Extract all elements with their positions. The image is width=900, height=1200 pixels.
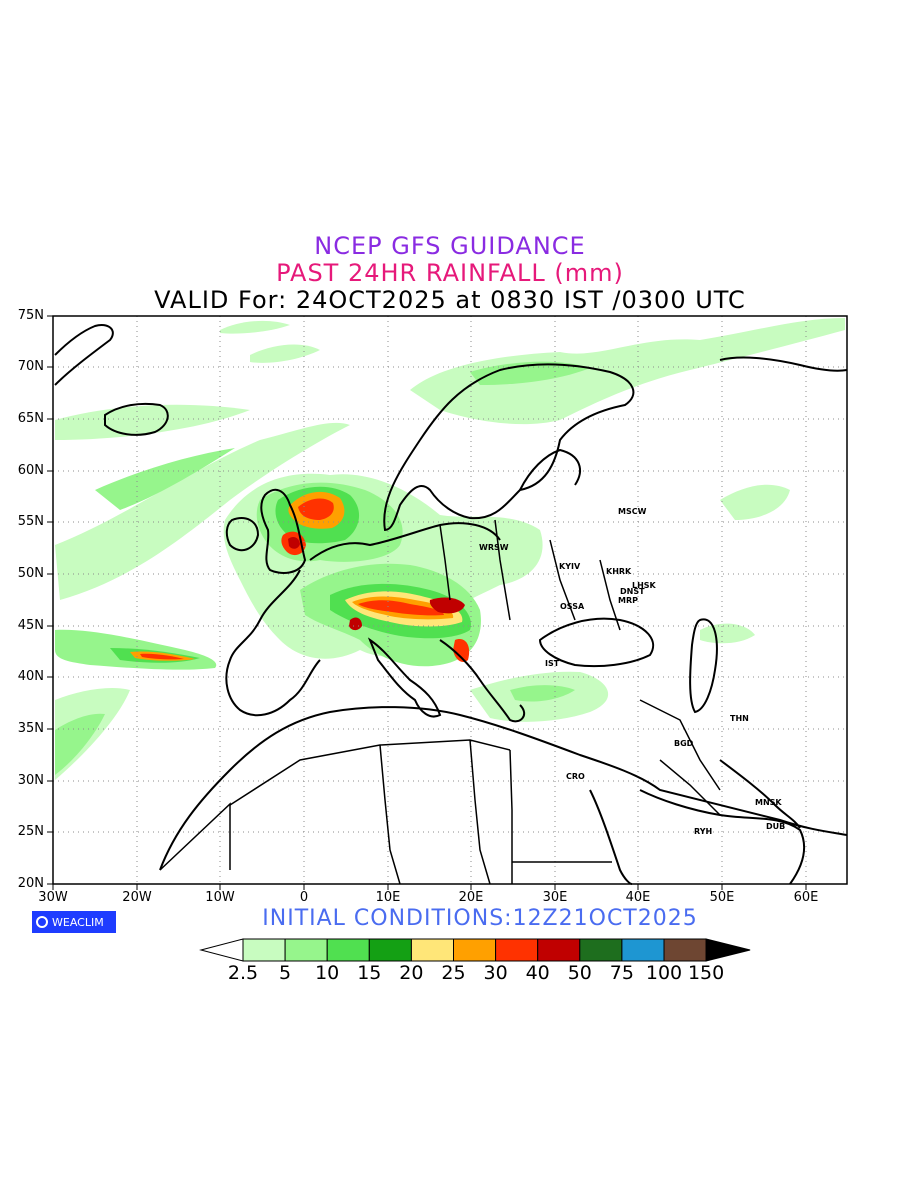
lon-label-10e: 10E bbox=[375, 890, 401, 905]
title-variable: PAST 24HR RAINFALL (mm) bbox=[276, 259, 624, 287]
legend-label: 10 bbox=[315, 962, 340, 984]
borders bbox=[159, 519, 721, 885]
lat-label-50n: 50N bbox=[17, 566, 44, 581]
lat-label-35n: 35N bbox=[17, 721, 44, 736]
city-label: IST bbox=[545, 659, 560, 668]
lon-label-50e: 50E bbox=[709, 890, 735, 905]
lon-label-60e: 60E bbox=[793, 890, 819, 905]
lat-label-70n: 70N bbox=[17, 359, 44, 374]
map-frame bbox=[52, 315, 848, 885]
lon-label-30e: 30E bbox=[542, 890, 568, 905]
copyright-icon bbox=[36, 916, 48, 928]
legend-label: 75 bbox=[609, 962, 634, 984]
legend-label: 20 bbox=[399, 962, 424, 984]
lon-label-30w: 30W bbox=[38, 890, 68, 905]
axis-ticks bbox=[47, 315, 807, 890]
lon-label-20w: 20W bbox=[122, 890, 152, 905]
coastlines bbox=[54, 324, 848, 885]
legend-label: 2.5 bbox=[227, 962, 259, 984]
lat-label-55n: 55N bbox=[17, 514, 44, 529]
city-label: MRP bbox=[618, 596, 638, 605]
legend-label: 15 bbox=[357, 962, 382, 984]
city-label: THN bbox=[730, 714, 749, 723]
city-label: BGD bbox=[674, 739, 694, 748]
legend-label: 150 bbox=[687, 962, 725, 984]
legend-label: 50 bbox=[567, 962, 592, 984]
legend-label: 5 bbox=[279, 962, 292, 984]
lat-label-65n: 65N bbox=[17, 411, 44, 426]
lon-label-20e: 20E bbox=[458, 890, 484, 905]
city-label: CRO bbox=[566, 772, 585, 781]
rainfall-shading bbox=[55, 318, 845, 780]
city-label: DUB bbox=[766, 822, 786, 831]
title-valid-time: VALID For: 24OCT2025 at 0830 IST /0300 U… bbox=[154, 286, 746, 314]
legend-label: 100 bbox=[645, 962, 683, 984]
city-label: OSSA bbox=[560, 602, 585, 611]
lon-label-40e: 40E bbox=[625, 890, 651, 905]
lat-label-60n: 60N bbox=[17, 463, 44, 478]
lon-label-0: 0 bbox=[299, 890, 309, 905]
legend-label: 25 bbox=[441, 962, 466, 984]
city-label: MSCW bbox=[618, 507, 647, 516]
city-label: DNST bbox=[620, 587, 645, 596]
legend-label: 30 bbox=[483, 962, 508, 984]
lat-label-25n: 25N bbox=[17, 824, 44, 839]
legend-label: 40 bbox=[525, 962, 550, 984]
title-model: NCEP GFS GUIDANCE bbox=[314, 232, 586, 260]
city-label: KHRK bbox=[606, 567, 632, 576]
logo-text: WEACLIM bbox=[52, 915, 104, 929]
city-label: KYIV bbox=[559, 562, 581, 571]
lat-label-40n: 40N bbox=[17, 669, 44, 684]
lat-label-75n: 75N bbox=[17, 308, 44, 323]
initial-conditions: INITIAL CONDITIONS:12Z21OCT2025 bbox=[262, 906, 698, 931]
lon-label-10w: 10W bbox=[205, 890, 235, 905]
city-label: MNSK bbox=[755, 798, 782, 807]
city-label: WRSW bbox=[479, 543, 509, 552]
lat-label-30n: 30N bbox=[17, 773, 44, 788]
lat-label-45n: 45N bbox=[17, 618, 44, 633]
lat-label-20n: 20N bbox=[17, 876, 44, 891]
weaclim-logo: WEACLIM bbox=[32, 911, 116, 933]
city-label: LHSK bbox=[632, 581, 656, 590]
city-label: RYH bbox=[694, 827, 713, 836]
